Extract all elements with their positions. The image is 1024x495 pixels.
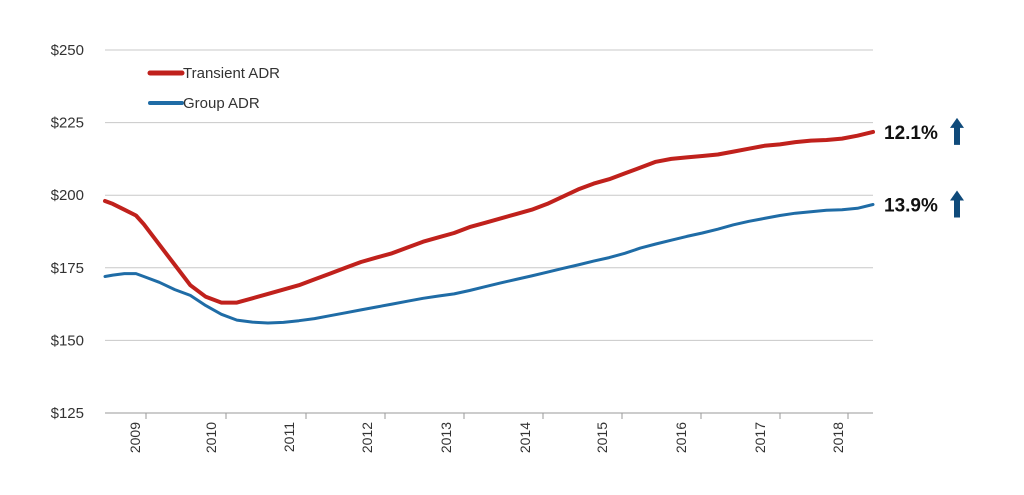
x-tick-label: 2010 [203,422,219,453]
x-tick-labels: 2009 2010 2011 2012 2013 2014 2015 2016 2017 2018 [127,422,846,453]
x-tick-label: 2011 [281,422,297,452]
arrow-up-icon [950,190,964,218]
growth-annotations: 12.1% 13.9% [884,117,964,218]
y-tick-label: $200 [51,187,84,204]
x-tick-label: 2013 [438,422,454,453]
group-growth-label: 13.9% [884,195,938,216]
axes [105,412,873,419]
gridlines [105,49,873,341]
x-tick-label: 2009 [127,422,143,453]
legend-label-transient-adr: Transient ADR [183,65,280,82]
x-tick-label: 2015 [594,422,610,453]
legend: Transient ADR Group ADR [147,65,280,112]
y-tick-label: $125 [51,405,84,422]
y-tick-labels: $125 $150 $175 $200 $225 $250 [51,42,84,422]
y-tick-label: $225 [51,115,84,132]
x-tick-label: 2017 [752,422,768,453]
y-tick-label: $250 [51,42,84,59]
series-lines [103,129,875,325]
x-tick-label: 2018 [830,422,846,453]
y-tick-label: $150 [51,332,84,349]
legend-label-group-adr: Group ADR [183,95,260,112]
x-tick-label: 2016 [673,422,689,453]
transient-growth-label: 12.1% [884,123,938,144]
series-line-group-adr [103,203,875,325]
y-tick-label: $175 [51,260,84,277]
series-line-transient-adr [103,129,875,305]
x-tick-label: 2014 [517,422,533,453]
x-tick-label: 2012 [359,422,375,453]
arrow-up-icon [950,117,964,145]
